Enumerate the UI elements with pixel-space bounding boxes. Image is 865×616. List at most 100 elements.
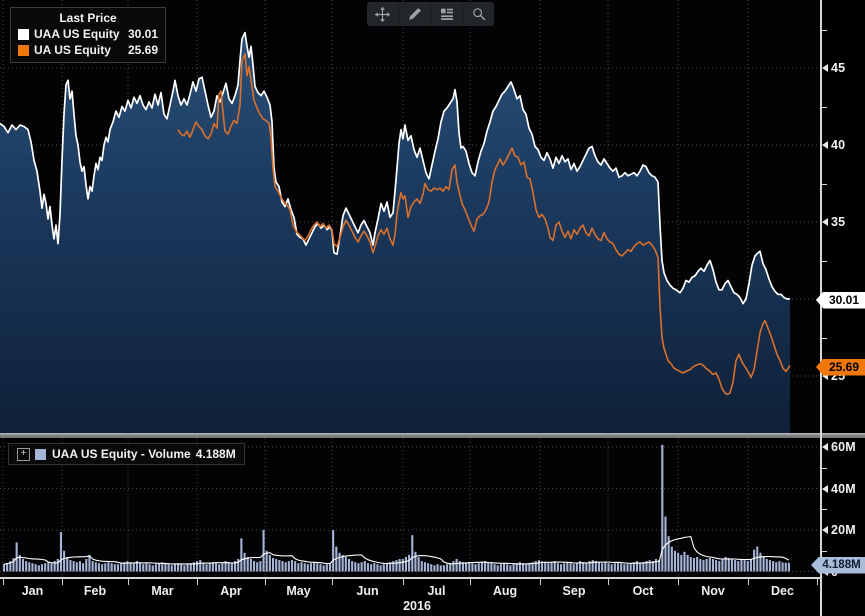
volume-bar	[287, 561, 290, 572]
expand-icon[interactable]: +	[17, 447, 30, 461]
volume-bar	[354, 562, 357, 572]
volume-bar	[91, 561, 94, 572]
volume-bar	[439, 565, 442, 572]
volume-bar	[28, 562, 31, 572]
y-axis-price-label: 35	[831, 215, 846, 229]
y-axis-tick-marker	[822, 372, 828, 380]
price-chart-svg[interactable]	[0, 0, 820, 433]
ua-label: UA US Equity	[34, 43, 111, 57]
volume-bar	[262, 530, 265, 572]
volume-bar	[224, 561, 227, 572]
zoom-tool-button[interactable]	[463, 2, 494, 26]
pan-tool-button[interactable]	[367, 2, 399, 26]
volume-bar	[12, 558, 15, 572]
volume-bar	[493, 564, 496, 572]
volume-bar	[639, 563, 642, 572]
x-axis-month-tick	[128, 579, 129, 585]
news-tool-button[interactable]	[431, 2, 463, 26]
volume-bar	[449, 563, 452, 572]
volume-bar	[2, 564, 6, 572]
volume-bar	[496, 565, 499, 572]
volume-bar	[341, 554, 344, 572]
volume-bar	[613, 563, 616, 572]
y-axis-tick-marker	[822, 218, 828, 226]
y-axis-volume-label: 40M	[831, 481, 856, 496]
volume-bar	[271, 558, 275, 572]
volume-bar	[72, 561, 75, 572]
volume-bar	[199, 560, 202, 572]
volume-bar	[59, 532, 63, 572]
volume-bar	[44, 563, 47, 572]
volume-bar	[382, 564, 385, 572]
volume-bar	[234, 561, 237, 572]
volume-bar	[183, 565, 186, 572]
panel-separator[interactable]	[0, 433, 865, 438]
volume-bar	[230, 563, 233, 572]
volume-bar	[705, 559, 708, 572]
volume-bar	[316, 563, 319, 572]
volume-bar	[559, 564, 563, 572]
volume-bar	[768, 560, 771, 572]
volume-bar	[623, 564, 626, 572]
volume-bar	[585, 563, 588, 572]
volume-bar	[718, 561, 721, 572]
volume-bar	[37, 565, 40, 572]
uaa-label: UAA US Equity	[34, 27, 120, 41]
volume-bar	[284, 562, 287, 572]
ua-swatch	[18, 44, 29, 56]
volume-bar	[781, 562, 784, 572]
volume-bar	[325, 564, 328, 572]
volume-bar	[50, 563, 53, 572]
volume-bar	[740, 559, 743, 572]
volume-bar	[66, 557, 69, 572]
annotate-tool-button[interactable]	[399, 2, 431, 26]
volume-bar	[40, 564, 44, 572]
list-icon	[439, 6, 455, 22]
volume-bar	[635, 561, 639, 572]
volume-bar	[309, 563, 313, 572]
volume-bar	[566, 562, 569, 572]
volume-bar	[363, 561, 366, 572]
volume-bar	[477, 563, 480, 572]
price-chart-panel[interactable]	[0, 0, 820, 433]
ua-price-line	[177, 53, 791, 396]
volume-bar	[69, 560, 72, 572]
volume-bar	[711, 559, 715, 572]
volume-bar	[290, 560, 294, 572]
price-legend[interactable]: Last Price UAA US Equity 30.01 UA US Equ…	[10, 7, 166, 63]
volume-bar	[515, 563, 518, 572]
volume-bar	[25, 561, 28, 572]
volume-bar	[196, 561, 199, 572]
x-axis-month-label: Aug	[492, 584, 518, 598]
volume-bar	[21, 559, 25, 572]
volume-bar	[569, 563, 572, 572]
x-axis-year-label: 2016	[403, 599, 431, 613]
volume-bar	[227, 562, 230, 572]
volume-bar	[151, 565, 154, 572]
volume-bar	[328, 563, 332, 572]
volume-bar	[297, 563, 300, 572]
legend-row-uaa: UAA US Equity 30.01	[18, 27, 158, 41]
volume-bar	[629, 563, 632, 572]
volume-bar	[610, 564, 613, 572]
volume-bar	[534, 561, 537, 572]
volume-bar	[645, 561, 648, 572]
volume-bar	[427, 563, 430, 572]
volume-legend[interactable]: + UAA US Equity - Volume 4.188M	[8, 443, 245, 465]
legend-row-ua: UA US Equity 25.69	[18, 43, 158, 57]
volume-bar	[670, 546, 673, 572]
volume-bar	[268, 554, 271, 572]
volume-bar	[458, 561, 461, 572]
volume-bar	[506, 564, 509, 572]
x-axis-month-tick	[265, 579, 266, 585]
y-axis-minor-tick	[822, 29, 827, 31]
volume-chart-svg[interactable]	[0, 438, 820, 577]
volume-bar	[746, 561, 749, 572]
ua-price-tag: 25.69	[816, 358, 865, 376]
volume-bar	[401, 559, 404, 572]
pencil-icon	[407, 6, 423, 22]
volume-bar	[689, 557, 692, 572]
x-axis-month-label: Apr	[220, 584, 242, 598]
volume-bar	[465, 563, 468, 572]
volume-bar	[582, 562, 585, 572]
